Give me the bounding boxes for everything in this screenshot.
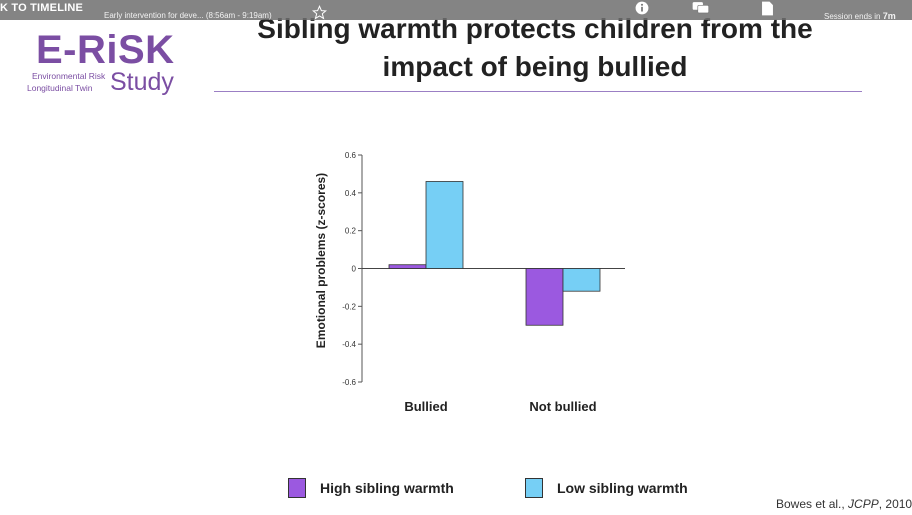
y-tick-label: -0.6 (342, 378, 356, 387)
logo-wordmark: E-RiSK (36, 28, 175, 72)
bar (425, 181, 464, 269)
session-title: Early intervention for deve... (8:56am -… (104, 11, 272, 20)
slide-title-line2: impact of being bullied (382, 51, 688, 82)
document-icon[interactable] (761, 1, 774, 16)
back-to-timeline-link[interactable]: K TO TIMELINE (0, 2, 84, 14)
bar (525, 268, 564, 326)
player-top-bar: K TO TIMELINE Early intervention for dev… (0, 0, 912, 21)
erisk-logo: E-RiSK Environmental Risk Longitudinal T… (18, 28, 188, 100)
logo-subtitle-line1: Environmental Risk (32, 71, 106, 81)
bar (388, 264, 427, 269)
legend-label-low: Low sibling warmth (557, 480, 688, 496)
legend-label-high: High sibling warmth (320, 480, 454, 496)
citation: Bowes et al., JCPP, 2010 (776, 497, 912, 511)
legend-item-high: High sibling warmth (288, 476, 454, 500)
session-ends-label: Session ends in 7m (824, 11, 896, 21)
y-axis-label: Emotional problems (z-scores) (314, 173, 328, 348)
slide-title: Sibling warmth protects children from th… (215, 10, 855, 86)
y-tick-label: -0.4 (342, 340, 356, 349)
legend-item-low: Low sibling warmth (525, 476, 688, 500)
logo-study-text: Study (110, 68, 174, 96)
y-tick-label: 0.6 (345, 151, 357, 160)
y-tick-label: 0.4 (345, 189, 357, 198)
x-category-label: Bullied (404, 399, 447, 414)
logo-subtitle-line2: Longitudinal Twin (27, 83, 93, 93)
legend-swatch-high (288, 478, 306, 498)
bar-chart: 0.6 0.4 0.2 0 -0.2 -0.4 -0.6 Emotional problems… (314, 151, 625, 414)
title-divider (214, 91, 862, 92)
y-tick-label: 0.2 (345, 227, 357, 236)
y-tick-label: 0 (352, 265, 357, 274)
star-icon[interactable] (312, 5, 327, 20)
chat-icon[interactable] (692, 1, 710, 16)
x-category-label: Not bullied (529, 399, 596, 414)
legend-swatch-low (525, 478, 543, 498)
info-icon[interactable] (635, 1, 649, 15)
bar (562, 268, 601, 292)
y-tick-label: -0.2 (342, 302, 356, 311)
